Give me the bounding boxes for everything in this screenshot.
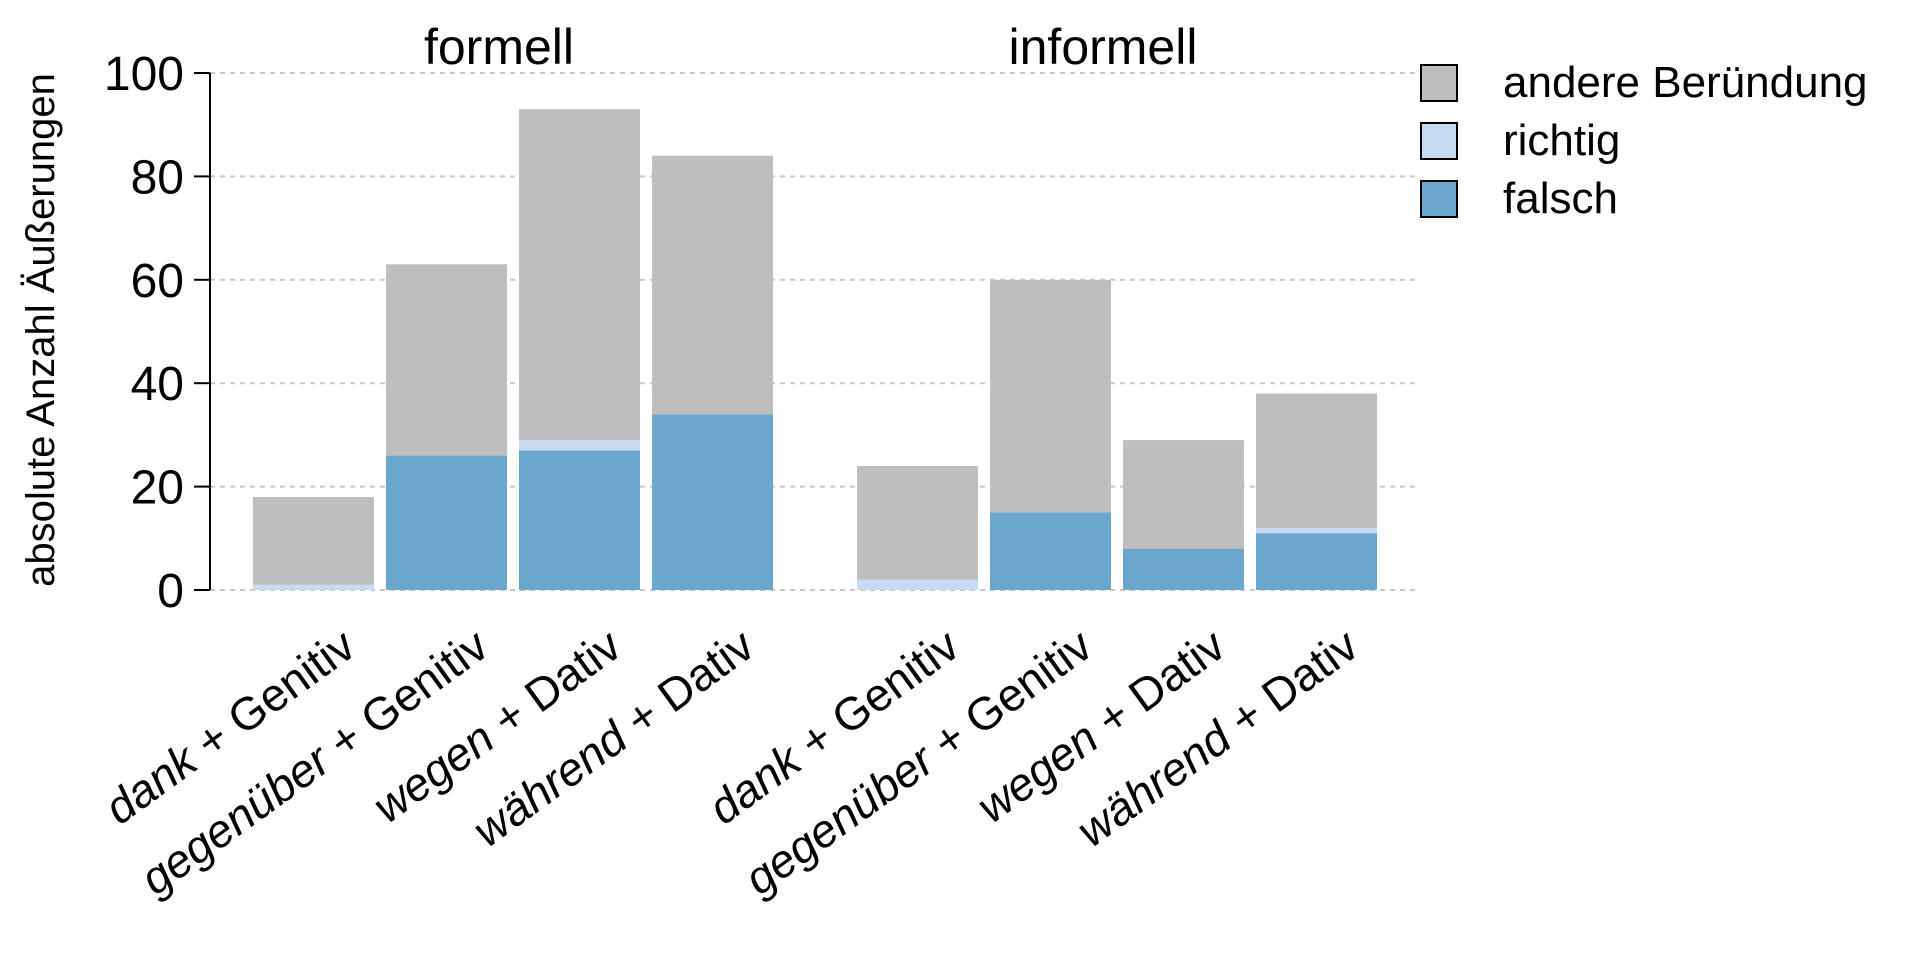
legend-label: richtig bbox=[1503, 116, 1620, 165]
bar-segment-falsch bbox=[1123, 548, 1244, 590]
bar-segment-andere bbox=[386, 264, 507, 456]
bar-segment-falsch bbox=[519, 450, 640, 590]
bar-segment-richtig bbox=[519, 440, 640, 451]
legend-swatch bbox=[1420, 64, 1458, 102]
bar-segment-andere bbox=[857, 465, 978, 580]
y-tick-label: 0 bbox=[157, 565, 184, 618]
bar-segment-richtig bbox=[1256, 527, 1377, 534]
panel-title: informell bbox=[1009, 19, 1198, 75]
bar-segment-andere bbox=[253, 496, 374, 585]
bar-segment-andere bbox=[519, 109, 640, 441]
legend: andere Beründung richtig falsch bbox=[1420, 58, 1868, 223]
bar-segment-andere bbox=[1256, 393, 1377, 528]
y-tick-label: 60 bbox=[131, 255, 184, 308]
y-tick-label: 40 bbox=[131, 358, 184, 411]
y-axis-label: absolute Anzahl Äußerungen bbox=[19, 73, 63, 587]
bar-segment-falsch bbox=[1256, 533, 1377, 590]
bar-segment-richtig bbox=[253, 584, 374, 590]
legend-swatch bbox=[1420, 180, 1458, 218]
bar-segment-andere bbox=[1123, 440, 1244, 549]
bar-segment-falsch bbox=[652, 414, 773, 590]
legend-label: andere Beründung bbox=[1503, 58, 1868, 107]
panel-title: formell bbox=[424, 19, 574, 75]
legend-swatch bbox=[1420, 122, 1458, 160]
y-axis: 0 20 40 60 80 100 bbox=[104, 48, 211, 618]
bar-segment-andere bbox=[652, 155, 773, 415]
category-label-rest: + Dativ bbox=[1209, 618, 1367, 752]
y-tick-label: 80 bbox=[131, 151, 184, 204]
y-tick-label: 100 bbox=[104, 48, 184, 101]
y-tick-label: 20 bbox=[131, 462, 184, 515]
bar-segment-andere bbox=[990, 279, 1111, 513]
legend-label: falsch bbox=[1503, 174, 1618, 223]
bar-segment-falsch bbox=[386, 455, 507, 590]
bar-segment-falsch bbox=[990, 512, 1111, 590]
bars bbox=[253, 109, 1377, 590]
panel-titles: formell informell bbox=[424, 19, 1197, 75]
category-label-rest: + Dativ bbox=[605, 618, 763, 752]
bar-segment-richtig bbox=[857, 579, 978, 590]
